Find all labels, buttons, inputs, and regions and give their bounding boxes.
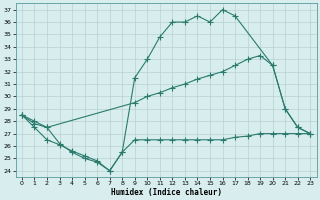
X-axis label: Humidex (Indice chaleur): Humidex (Indice chaleur) <box>111 188 221 197</box>
